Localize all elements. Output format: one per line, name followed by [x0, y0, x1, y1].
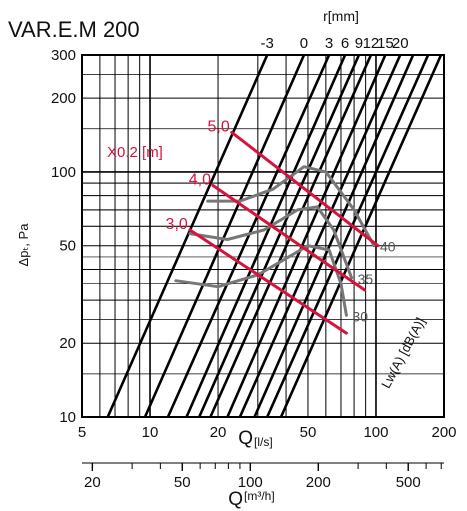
r-line [166, 55, 331, 417]
y-tick-label: 200 [51, 90, 76, 107]
x-tick-label: 50 [300, 424, 317, 441]
x2-tick-label: 20 [84, 474, 101, 491]
r-line-label: 9 [355, 35, 363, 52]
x-axis-label: Q [238, 428, 253, 449]
x2-axis-label: Q [228, 489, 243, 510]
throw-line [188, 228, 348, 335]
r-line-label: 0 [300, 35, 308, 52]
y-tick-label: 50 [59, 238, 76, 255]
r-line-label: 6 [341, 35, 349, 52]
x-tick-label: 10 [142, 424, 159, 441]
x-tick-label: 20 [210, 424, 227, 441]
y-tick-label: 20 [59, 335, 76, 352]
x2-tick-label: 200 [306, 474, 331, 491]
r-line [265, 55, 430, 417]
r-line-label: 12 [363, 35, 380, 52]
chart-title: VAR.E.M 200 [8, 17, 140, 42]
plot-frame [81, 54, 445, 418]
r-line-label: 20 [392, 35, 409, 52]
throw-line-label: 3,0 [166, 216, 188, 233]
r-axis-label: r[mm] [323, 8, 359, 24]
r-line [238, 55, 402, 417]
x-tick-label: 200 [431, 424, 456, 441]
sound-curve [206, 165, 376, 248]
sound-curve-label: 40 [380, 239, 396, 255]
sound-curve [174, 244, 348, 317]
sound-curve-label: 30 [352, 308, 368, 324]
curves [106, 55, 443, 417]
r-line [185, 55, 347, 417]
y-tick-label: 10 [59, 409, 76, 426]
x2-axis-unit: [m³/h] [244, 489, 275, 503]
x2-tick-label: 50 [174, 474, 191, 491]
x-tick-label: 5 [78, 424, 86, 441]
r-line-label: -3 [261, 35, 274, 52]
r-line [209, 55, 373, 417]
throw-line [230, 130, 380, 248]
r-line [226, 55, 387, 417]
throw-line-label: 5,0 [208, 118, 230, 135]
y-tick-label: 100 [51, 164, 76, 181]
x-tick-label: 100 [363, 424, 388, 441]
sound-curve [188, 205, 354, 280]
r-line [279, 55, 443, 417]
secondary-axis-ticks: 20 50 100 200 500 [84, 463, 442, 491]
r-line [143, 55, 306, 417]
r-line-label: 15 [377, 35, 394, 52]
x2-tick-label: 100 [238, 474, 263, 491]
r-line-label: 3 [325, 35, 333, 52]
r-line [106, 55, 269, 417]
x-axis-unit: [l/s] [254, 435, 273, 449]
y-tick-label: 300 [51, 47, 76, 64]
x2-tick-label: 500 [396, 474, 421, 491]
y-axis-label: Δpₜ, Pa [16, 223, 31, 267]
throw-axis-label: X0.2 [m] [107, 144, 163, 161]
throw-line-label: 4,0 [189, 172, 211, 189]
sound-curve-label: 35 [358, 271, 374, 287]
sound-axis-label: Lw(A) [dB(A)] [378, 315, 428, 391]
r-line [197, 55, 361, 417]
r-line [253, 55, 415, 417]
throw-line [211, 184, 366, 292]
